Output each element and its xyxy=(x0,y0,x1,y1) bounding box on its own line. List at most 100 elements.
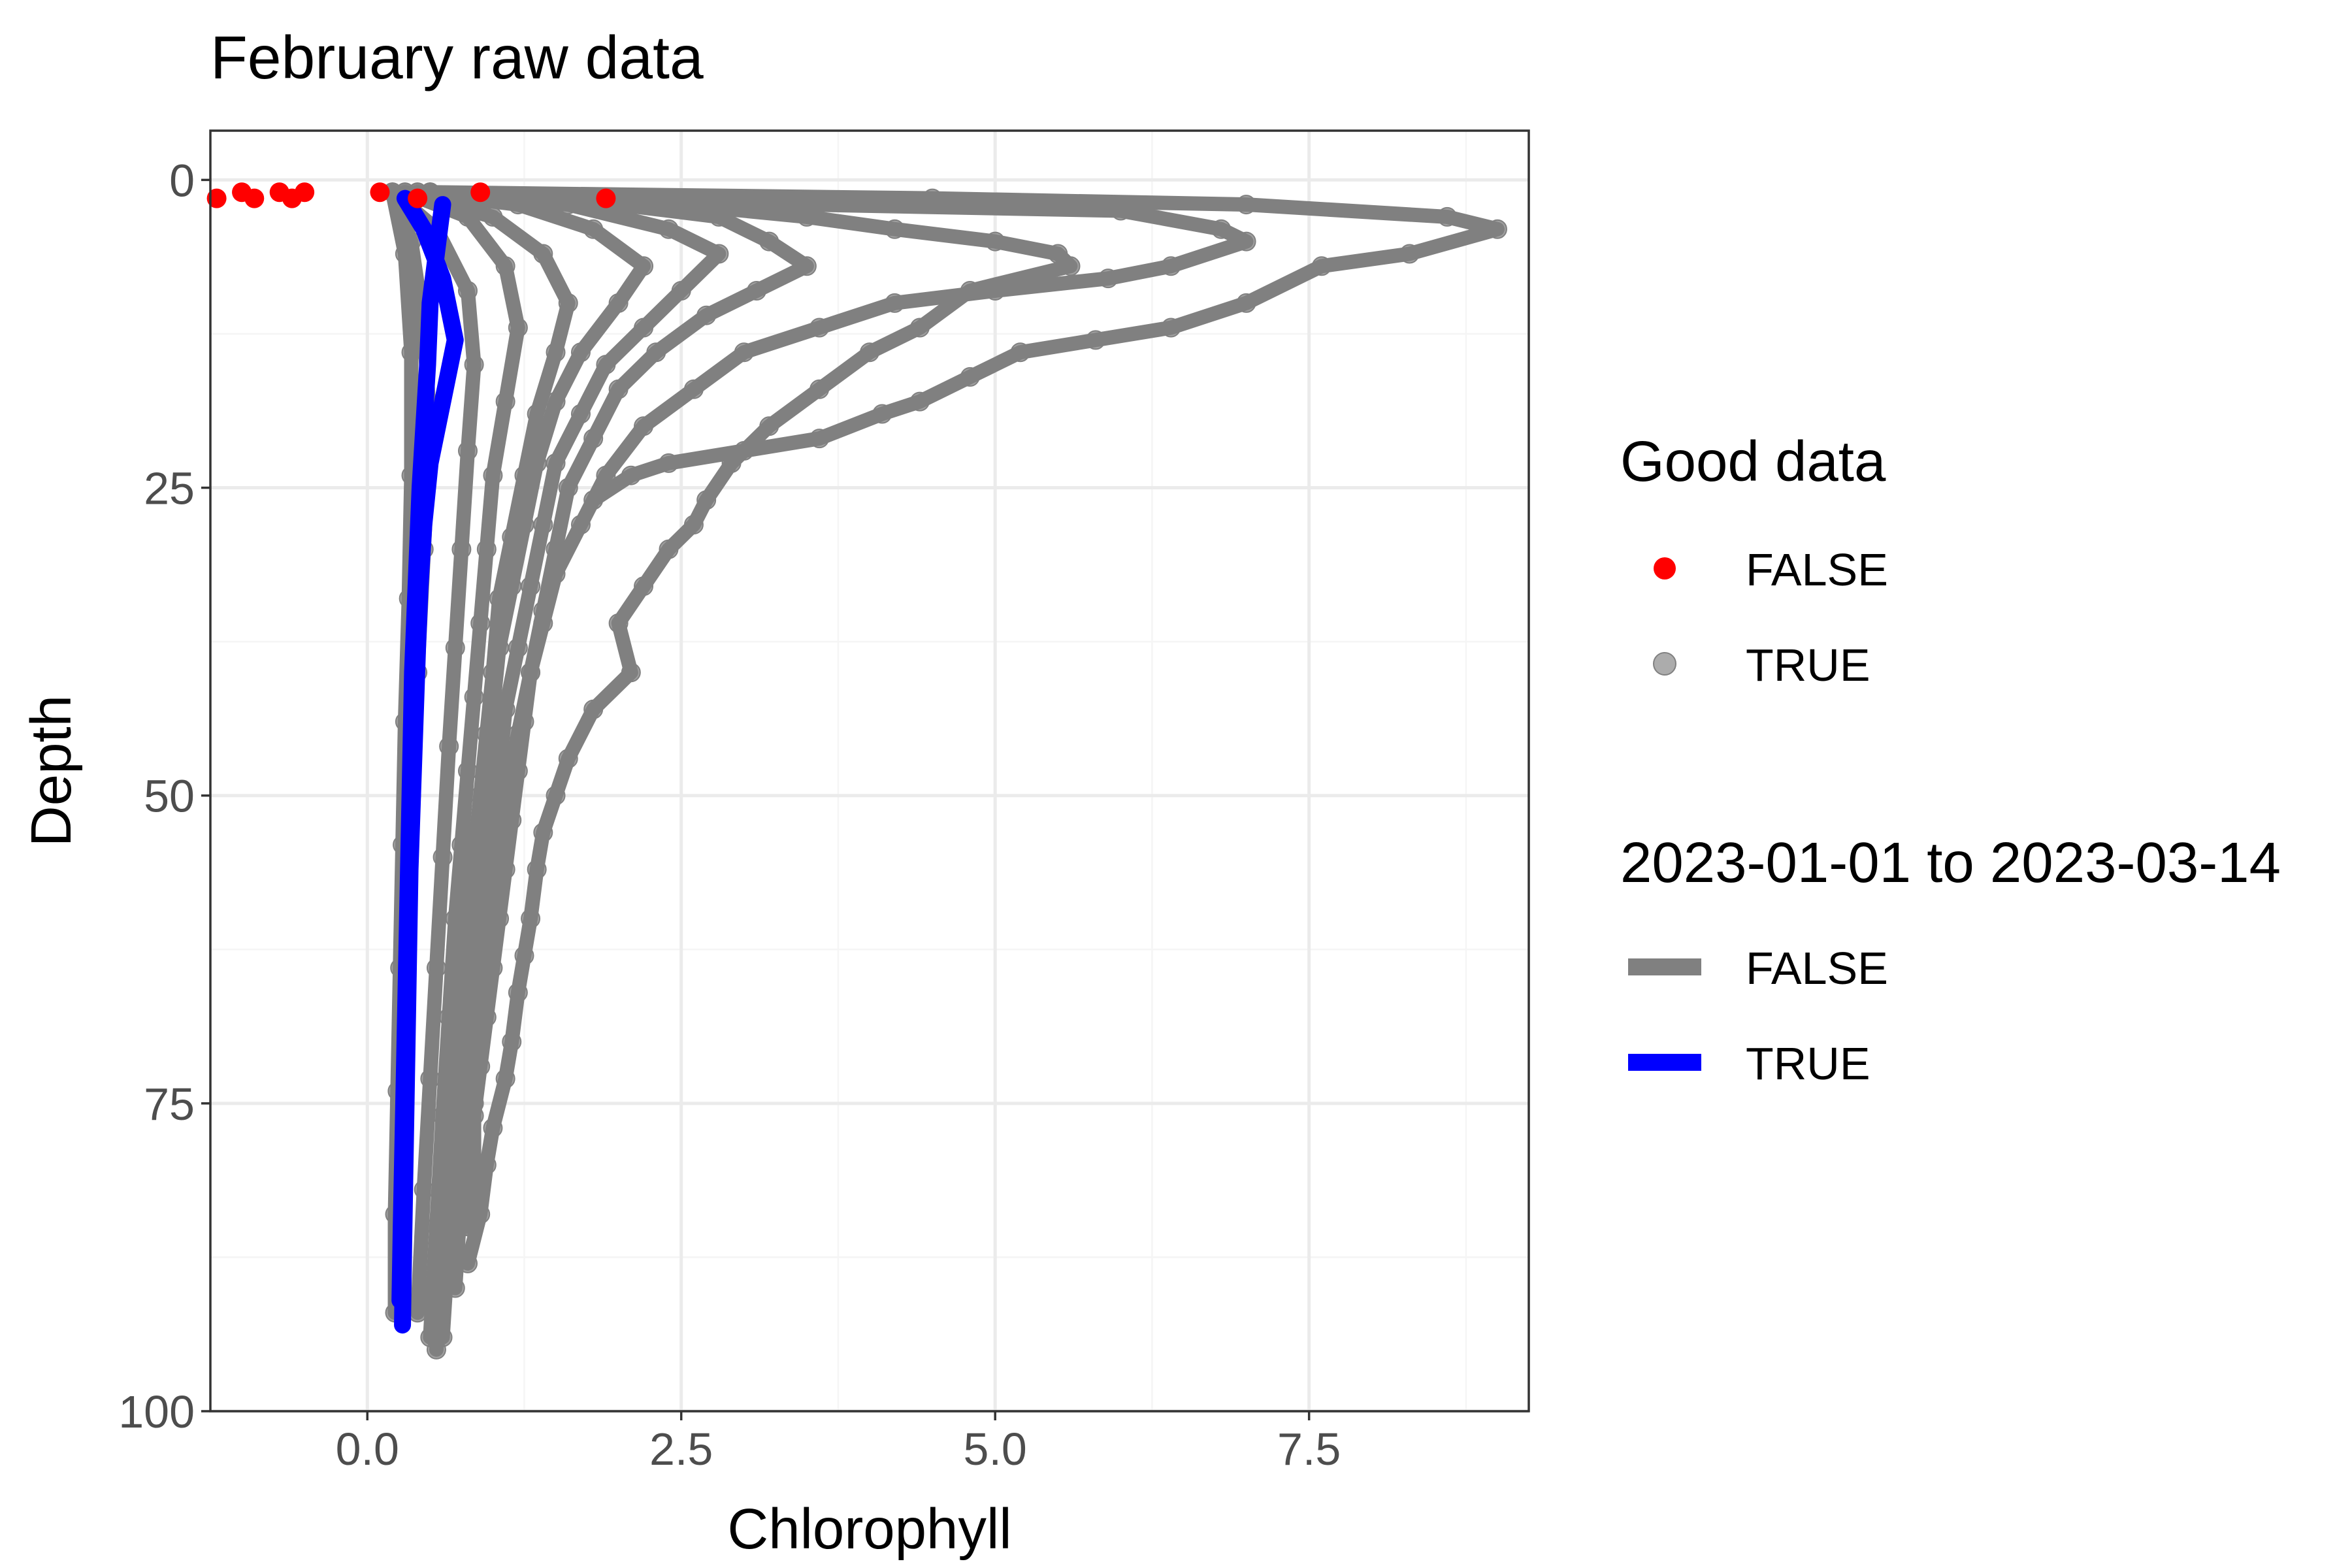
legend-false-point-key xyxy=(1654,557,1676,580)
data-point xyxy=(433,847,453,867)
series-0 xyxy=(382,182,1507,1360)
plot-panel xyxy=(206,129,1530,1413)
legend-true-point-key xyxy=(1653,652,1676,676)
data-point xyxy=(420,1069,440,1089)
data-point xyxy=(426,958,446,978)
bad-data-point xyxy=(596,188,616,208)
data-point xyxy=(1236,195,1256,215)
data-point xyxy=(495,256,515,276)
bad-data-point xyxy=(206,188,227,208)
data-point xyxy=(909,391,930,412)
data-point xyxy=(558,293,578,313)
data-point xyxy=(476,1155,497,1175)
data-point xyxy=(508,638,528,658)
data-point xyxy=(508,724,528,744)
series-1 xyxy=(391,189,464,1334)
data-point xyxy=(570,342,591,363)
data-point xyxy=(426,1217,446,1237)
data-point xyxy=(796,256,817,276)
data-point xyxy=(796,206,817,227)
data-point xyxy=(1161,256,1181,276)
data-point xyxy=(696,490,717,510)
data-point xyxy=(457,206,478,227)
data-point xyxy=(433,1105,453,1126)
data-point xyxy=(546,342,566,363)
x-axis: 0.0 2.5 5.0 7.5 xyxy=(336,1411,1341,1475)
data-point xyxy=(464,687,484,707)
series-2 xyxy=(206,182,616,208)
data-point xyxy=(476,724,497,744)
data-point xyxy=(558,749,578,769)
data-point xyxy=(483,662,503,683)
bad-data-point xyxy=(244,188,265,208)
data-point xyxy=(495,391,515,412)
data-point xyxy=(439,1007,459,1027)
data-point xyxy=(527,404,547,424)
data-point xyxy=(558,478,578,498)
y-tick-label: 50 xyxy=(144,771,195,822)
bad-data-point xyxy=(370,182,390,203)
data-point xyxy=(960,281,980,301)
legend-date-range-title: 2023-01-01 to 2023-03-14 xyxy=(1620,831,2281,894)
y-tick-label: 25 xyxy=(144,463,195,514)
data-point xyxy=(483,465,503,485)
data-point xyxy=(527,859,547,879)
data-point xyxy=(809,379,830,399)
data-point xyxy=(489,589,510,609)
data-point xyxy=(721,453,742,473)
legend-good-data-title: Good data xyxy=(1620,430,1886,493)
data-point xyxy=(634,416,654,436)
data-point xyxy=(546,453,566,473)
data-point xyxy=(747,281,767,301)
legend-date-range-true-label: TRUE xyxy=(1746,1038,1870,1089)
legend-date-range: 2023-01-01 to 2023-03-14 FALSE TRUE xyxy=(1620,831,2281,1089)
data-point xyxy=(546,785,566,806)
data-point xyxy=(960,367,980,387)
data-point xyxy=(634,256,654,276)
data-series-layer xyxy=(206,182,1507,1360)
data-point xyxy=(1437,206,1458,227)
data-point xyxy=(395,244,415,264)
data-point xyxy=(521,909,541,929)
legend-good-data: Good data FALSE TRUE xyxy=(1620,430,1888,691)
chart-title: February raw data xyxy=(210,24,704,91)
data-point xyxy=(1487,219,1507,239)
data-point xyxy=(420,1327,440,1347)
data-point xyxy=(659,219,679,239)
data-point xyxy=(860,342,879,363)
data-point xyxy=(1010,342,1030,363)
data-point xyxy=(508,195,528,215)
data-point xyxy=(1060,256,1081,276)
data-point xyxy=(759,416,779,436)
data-point xyxy=(1236,293,1256,313)
y-tick-label: 100 xyxy=(118,1386,195,1437)
data-point xyxy=(508,983,528,1003)
data-point xyxy=(451,539,472,559)
series-line xyxy=(397,185,525,1345)
data-point xyxy=(646,342,666,363)
data-point xyxy=(495,1069,515,1089)
data-point xyxy=(1399,244,1420,264)
data-point xyxy=(683,379,704,399)
data-point xyxy=(546,539,566,559)
data-point xyxy=(521,662,541,683)
data-point xyxy=(1161,318,1181,338)
data-point xyxy=(457,761,478,781)
data-point xyxy=(583,219,604,239)
data-point xyxy=(514,945,534,966)
legend: Good data FALSE TRUE 2023-01-01 to 2023-… xyxy=(1620,430,2281,1089)
legend-good-data-false-label: FALSE xyxy=(1746,544,1888,595)
data-point xyxy=(1236,231,1256,252)
data-point xyxy=(683,515,704,535)
bad-data-point xyxy=(470,182,491,203)
data-point xyxy=(533,823,553,843)
data-point xyxy=(1211,219,1232,239)
data-point xyxy=(483,1118,503,1138)
y-axis-label: Depth xyxy=(20,695,83,847)
data-point xyxy=(451,835,472,855)
x-tick-label: 2.5 xyxy=(649,1424,713,1475)
data-point xyxy=(621,465,641,485)
data-point xyxy=(457,281,478,301)
x-tick-label: 5.0 xyxy=(964,1424,1027,1475)
